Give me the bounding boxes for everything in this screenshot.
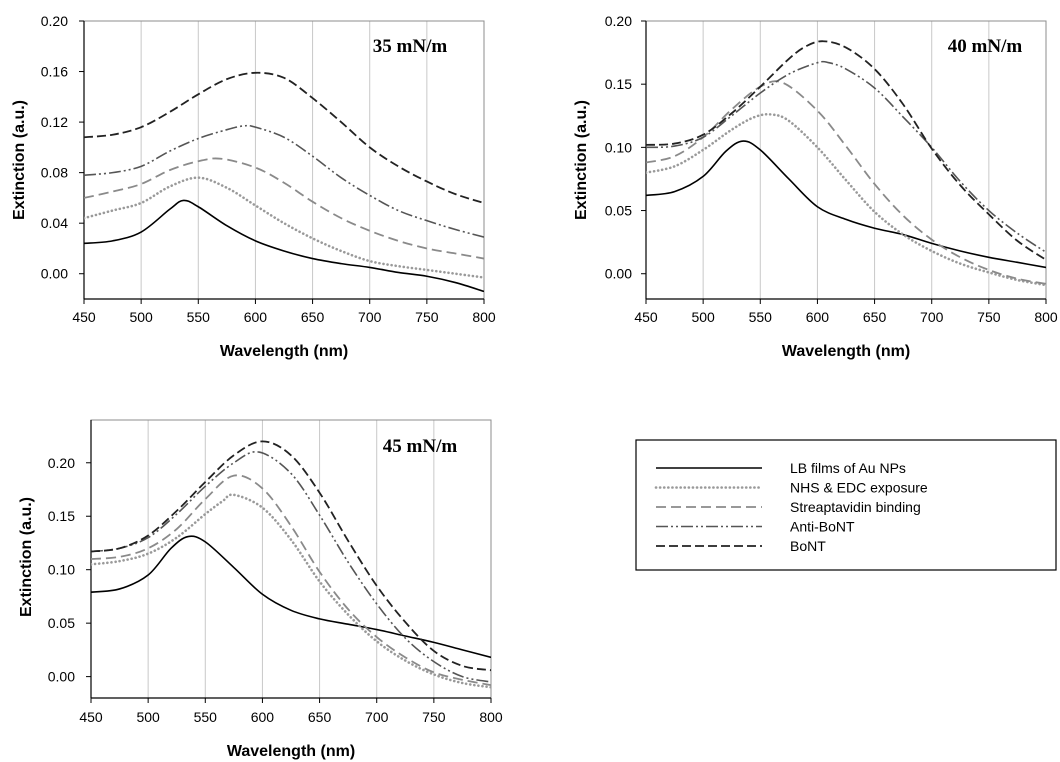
series-group [84, 71, 484, 293]
y-tick-label: 0.04 [41, 215, 68, 231]
x-tick-label: 450 [634, 309, 658, 325]
series-group [91, 440, 491, 689]
series-line-3 [646, 80, 1046, 285]
x-tick-label: 700 [358, 309, 382, 325]
series-line-3 [91, 474, 491, 687]
y-tick-label: 0.00 [41, 266, 68, 282]
chart-panel-35: 450 500 550 600 650 700 750 800 0.00 0.04 0.08 0.12… [11, 13, 496, 360]
y-tick-label: 0.10 [605, 139, 632, 155]
x-axis-title: Wavelength (nm) [220, 343, 348, 360]
x-tick-label: 600 [806, 309, 830, 325]
legend-box [635, 439, 1057, 571]
plot-area [83, 20, 485, 300]
x-tick-label: 600 [244, 309, 268, 325]
x-tick-label: 450 [79, 709, 103, 725]
x-tick-label: 550 [194, 709, 218, 725]
x-tick-label: 800 [1034, 309, 1058, 325]
x-tick-label: 450 [72, 309, 96, 325]
x-tick-label: 800 [479, 709, 503, 725]
x-tick-label: 500 [136, 709, 160, 725]
y-tick-label: 0.00 [605, 266, 632, 282]
y-tick-label: 0.20 [48, 455, 75, 471]
x-tick-label: 700 [365, 709, 389, 725]
y-tick-label: 0.20 [605, 13, 632, 29]
x-tick-label: 650 [301, 309, 325, 325]
x-tick-label: 500 [691, 309, 715, 325]
series-line-1 [646, 140, 1046, 269]
series-line-4 [84, 124, 484, 238]
y-tick-label: 0.15 [605, 76, 632, 92]
y-tick-label: 0.00 [48, 669, 75, 685]
series-group [646, 40, 1046, 287]
y-tick-label: 0.05 [605, 203, 632, 219]
series-line-2 [91, 493, 491, 689]
series-line-1 [84, 199, 484, 293]
series-line-1 [91, 535, 491, 659]
legend-label-1: LB films of Au NPs [790, 460, 906, 476]
x-axis-title: Wavelength (nm) [227, 743, 355, 760]
y-tick-label: 0.15 [48, 508, 75, 524]
y-tick-label: 0.16 [41, 64, 68, 80]
legend: LB films of Au NPs NHS & EDC exposure Stre… [635, 439, 1057, 571]
x-axis-title: Wavelength (nm) [782, 343, 910, 360]
series-line-5 [84, 71, 484, 204]
x-tick-label: 750 [422, 709, 446, 725]
series-line-3 [84, 157, 484, 260]
series-line-4 [91, 450, 491, 683]
y-tick-label: 0.20 [41, 13, 68, 29]
panel-title: 40 mN/m [948, 36, 1023, 57]
plot-area [90, 419, 492, 699]
legend-label-5: BoNT [790, 538, 826, 554]
legend-label-2: NHS & EDC exposure [790, 480, 928, 496]
x-tick-label: 800 [472, 309, 496, 325]
y-axis-title: Extinction (a.u.) [11, 100, 28, 220]
x-tick-label: 600 [251, 709, 275, 725]
chart-panel-40: 450 500 550 600 650 700 750 800 0.00 0.05 0.10 0.15… [573, 13, 1058, 360]
x-tick-label: 550 [187, 309, 211, 325]
legend-label-4: Anti-BoNT [790, 519, 855, 535]
x-tick-label: 500 [129, 309, 153, 325]
y-axis-title: Extinction (a.u.) [18, 497, 35, 617]
y-tick-label: 0.08 [41, 165, 68, 181]
x-tick-label: 550 [749, 309, 773, 325]
y-tick-label: 0.05 [48, 615, 75, 631]
legend-label-3: Streaptavidin binding [790, 499, 921, 515]
y-tick-label: 0.10 [48, 562, 75, 578]
x-tick-label: 750 [415, 309, 439, 325]
series-line-4 [646, 60, 1046, 253]
x-tick-label: 750 [977, 309, 1001, 325]
series-line-5 [646, 40, 1046, 261]
series-line-2 [84, 176, 484, 279]
panel-title: 45 mN/m [383, 436, 458, 457]
series-line-5 [91, 440, 491, 672]
x-tick-label: 700 [920, 309, 944, 325]
x-tick-label: 650 [863, 309, 887, 325]
chart-panel-45: 450 500 550 600 650 700 750 800 0.00 0.05 0.10 0.15… [18, 419, 503, 760]
y-axis-title: Extinction (a.u.) [573, 100, 590, 220]
series-line-2 [646, 112, 1046, 287]
y-tick-label: 0.12 [41, 114, 68, 130]
panel-title: 35 mN/m [373, 36, 448, 57]
x-tick-label: 650 [308, 709, 332, 725]
